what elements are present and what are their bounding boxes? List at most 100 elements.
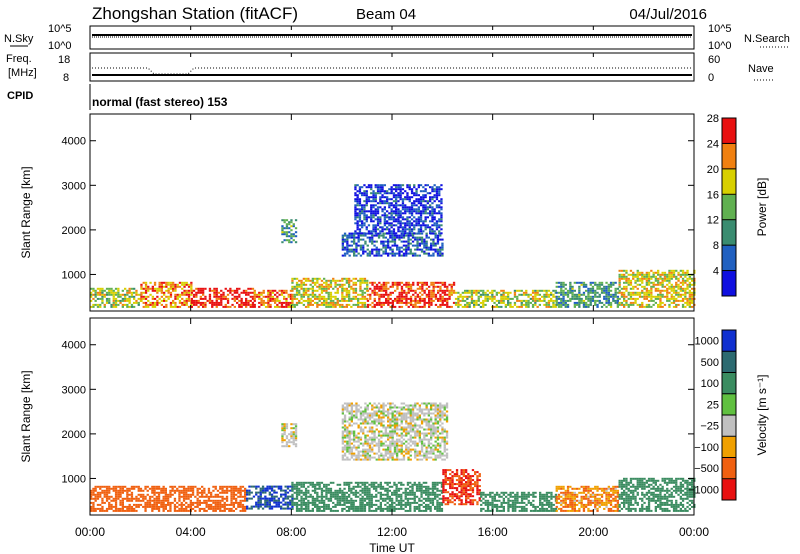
power-echo-cell [323,289,326,292]
power-echo-cell [103,305,106,308]
power-echo-cell [659,289,662,292]
power-echo-cell [346,248,349,251]
power-echo-cell [377,236,381,239]
velocity-echo-cell [298,481,301,484]
velocity-echo-cell [354,507,358,510]
power-echo-cell [187,283,191,286]
power-echo-cell [433,188,436,191]
velocity-echo-cell [359,505,362,508]
velocity-echo-cell [364,442,367,445]
power-echo-cell [663,295,667,298]
velocity-echo-cell [346,404,349,407]
power-echo-cell [358,192,362,195]
power-echo-cell [423,303,426,306]
power-echo-cell [295,277,299,280]
power-echo-cell [307,295,310,298]
velocity-echo-cell [275,503,278,506]
power-echo-cell [573,297,576,300]
velocity-echo-cell [117,507,120,510]
power-echo-cell [645,287,648,290]
power-echo-cell [412,293,415,296]
power-echo-cell [433,194,436,197]
power-echo-cell [353,254,356,257]
velocity-echo-cell [362,418,365,421]
velocity-echo-cell [436,505,439,508]
power-echo-cell [372,198,375,201]
power-echo-cell [400,236,403,239]
power-echo-cell [645,305,648,308]
power-echo-cell [409,301,413,304]
power-echo-cell [407,242,410,245]
velocity-echo-cell [325,489,328,492]
power-echo-cell [176,285,179,288]
velocity-echo-cell [295,495,299,498]
velocity-echo-cell [128,493,131,496]
power-echo-cell [395,212,398,215]
velocity-echo-cell [352,499,355,502]
power-echo-cell [172,285,175,288]
power-echo-cell [438,192,441,195]
power-echo-cell [636,271,639,274]
power-echo-cell [133,305,136,308]
power-echo-cell [661,295,664,298]
power-echo-cell [276,295,279,298]
velocity-echo-cell [268,505,271,508]
power-echo-cell [675,277,678,280]
velocity-echo-cell [359,485,362,488]
power-echo-cell [302,291,305,294]
velocity-echo-cell [350,505,353,508]
power-echo-cell [585,297,588,300]
power-echo-cell [359,305,362,308]
velocity-echo-cell [196,505,199,508]
power-echo-region [454,289,557,308]
power-echo-cell [395,218,398,221]
power-echo-cell [151,287,154,290]
power-echo-cell [400,246,403,249]
power-echo-cell [629,279,633,282]
velocity-echo-cell [362,452,365,455]
power-echo-cell [629,291,633,294]
power-echo-cell [345,299,348,302]
power-echo-cell [641,277,644,280]
velocity-echo-cell [92,487,95,490]
power-echo-cell [281,227,284,230]
velocity-echo-cell [157,505,161,508]
power-echo-cell [287,303,290,306]
power-echo-cell [654,289,657,292]
velocity-echo-cell [164,507,167,510]
power-echo-cell [383,218,386,221]
velocity-echo-cell [364,426,367,429]
power-echo-cell [354,194,357,197]
power-echo-cell [396,246,399,249]
velocity-echo-cell [142,495,145,498]
power-echo-cell [130,293,134,296]
power-echo-cell [352,297,355,300]
velocity-echo-cell [438,497,441,500]
velocity-echo-cell [270,493,274,496]
velocity-echo-cell [332,481,335,484]
velocity-echo-cell [332,493,335,496]
power-echo-cell [562,301,565,304]
power-echo-cell [359,234,363,237]
velocity-echo-cell [112,485,115,488]
power-echo-cell [591,299,595,302]
velocity-echo-cell [117,509,120,512]
power-ytick-label: 1000 [62,269,86,281]
velocity-echo-cell [137,505,140,508]
velocity-echo-cell [370,499,373,502]
velocity-echo-cell [282,493,285,496]
velocity-echo-cell [363,503,367,506]
power-echo-cell [208,295,212,298]
power-echo-cell [426,184,429,187]
power-echo-cell [363,190,366,193]
velocity-echo-cell [94,509,97,512]
power-echo-cell [691,305,694,308]
power-echo-cell [627,305,630,308]
velocity-echo-cell [393,493,396,496]
power-echo-cell [374,192,377,195]
freq-tick-bottom: 8 [63,72,69,84]
power-echo-cell [663,277,667,280]
power-echo-cell [174,295,177,298]
velocity-echo-cell [343,448,347,451]
power-echo-cell [596,283,599,286]
